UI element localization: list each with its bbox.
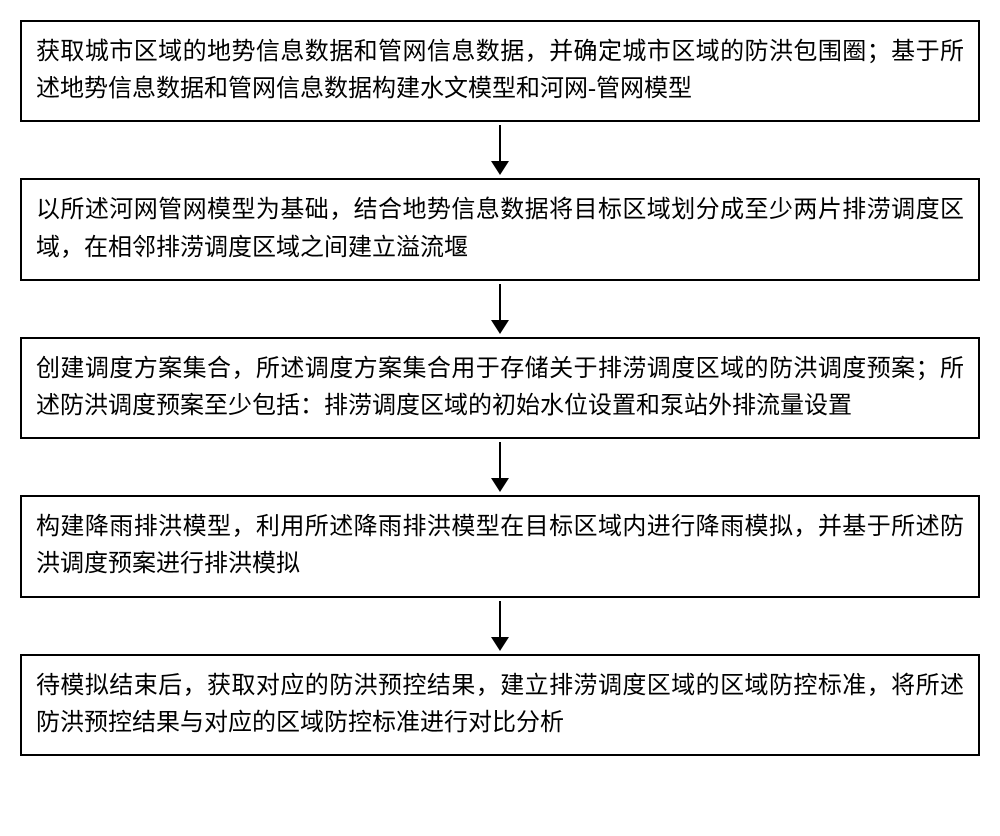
flow-step-5-text: 待模拟结束后，获取对应的防洪预控结果，建立排涝调度区域的区域防控标准，将所述防洪… <box>36 673 964 736</box>
flow-step-3: 创建调度方案集合，所述调度方案集合用于存储关于排涝调度区域的防洪调度预案；所述防… <box>20 337 980 439</box>
flowchart-container: 获取城市区域的地势信息数据和管网信息数据，并确定城市区域的防洪包围圈；基于所述地… <box>0 0 1000 766</box>
arrow-head-icon <box>491 478 509 492</box>
flow-step-4: 构建降雨排洪模型，利用所述降雨排洪模型在目标区域内进行降雨模拟，并基于所述防洪调… <box>20 495 980 597</box>
arrow-4 <box>491 598 509 654</box>
flow-step-2: 以所述河网管网模型为基础，结合地势信息数据将目标区域划分成至少两片排涝调度区域，… <box>20 178 980 280</box>
arrow-3 <box>491 439 509 495</box>
arrow-stem-icon <box>499 284 501 320</box>
arrow-1 <box>491 122 509 178</box>
arrow-head-icon <box>491 320 509 334</box>
flow-step-1: 获取城市区域的地势信息数据和管网信息数据，并确定城市区域的防洪包围圈；基于所述地… <box>20 20 980 122</box>
flow-step-4-text: 构建降雨排洪模型，利用所述降雨排洪模型在目标区域内进行降雨模拟，并基于所述防洪调… <box>36 514 964 577</box>
flow-step-3-text: 创建调度方案集合，所述调度方案集合用于存储关于排涝调度区域的防洪调度预案；所述防… <box>36 356 964 419</box>
arrow-2 <box>491 281 509 337</box>
flow-step-1-text: 获取城市区域的地势信息数据和管网信息数据，并确定城市区域的防洪包围圈；基于所述地… <box>36 39 964 102</box>
flow-step-5: 待模拟结束后，获取对应的防洪预控结果，建立排涝调度区域的区域防控标准，将所述防洪… <box>20 654 980 756</box>
arrow-stem-icon <box>499 442 501 478</box>
arrow-stem-icon <box>499 125 501 161</box>
arrow-head-icon <box>491 637 509 651</box>
arrow-stem-icon <box>499 601 501 637</box>
arrow-head-icon <box>491 161 509 175</box>
flow-step-2-text: 以所述河网管网模型为基础，结合地势信息数据将目标区域划分成至少两片排涝调度区域，… <box>36 197 964 260</box>
